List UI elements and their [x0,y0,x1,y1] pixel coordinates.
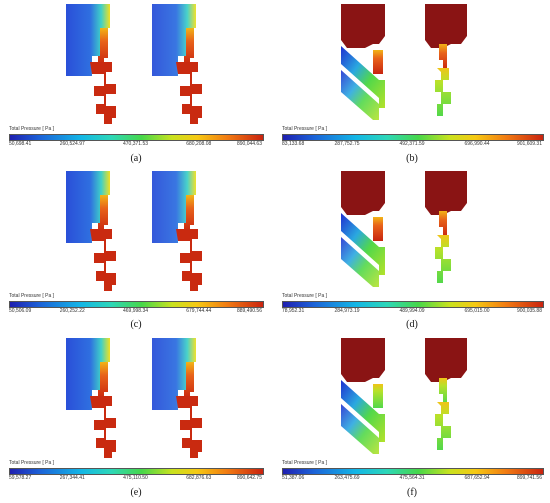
pressure-contour-b [341,4,467,120]
colorbar-ticks: 50,698.41 260,524.97 470,371.53 680,208.… [9,141,262,147]
colorbar [282,134,544,141]
tick-label: 680,208.08 [186,141,212,147]
colorbar-ticks: 51,387.06 263,475.69 475,564.31 687,652.… [282,475,542,481]
pressure-contour-f [341,338,467,454]
legend-title: Total Pressure [ Pa ] [282,126,328,132]
tick-label: 267,344.41 [59,475,85,481]
panel-f: Total Pressure [ Pa ] 51,387.06 263,475.… [275,334,550,501]
tick-label: 492,371.59 [399,141,425,147]
legend-title: Total Pressure [ Pa ] [9,293,55,299]
tick-label: 50,698.41 [9,141,32,147]
tick-label: 890,642.75 [236,475,262,481]
panel-c: Total Pressure [ Pa ] 50,506.09 260,252.… [0,167,275,334]
tick-label: 682,876.63 [186,475,212,481]
tick-label: 287,752.75 [334,141,360,147]
colorbar-ticks: 59,578.27 267,344.41 475,110.50 682,876.… [9,475,262,481]
colorbar [9,134,264,141]
colorbar-ticks: 50,506.09 260,252.22 469,998.34 679,744.… [9,308,262,314]
tick-label: 83,133.68 [282,141,305,147]
tick-label: 78,952.31 [282,308,305,314]
pressure-contour-c [66,171,202,291]
pressure-contour-e [66,338,202,458]
panel-b: Total Pressure [ Pa ] 83,133.68 287,752.… [275,0,550,167]
tick-label: 469,998.34 [122,308,149,314]
tick-label: 470,371.53 [122,141,149,147]
legend-title: Total Pressure [ Pa ] [282,293,328,299]
panel-caption: (b) [406,153,418,164]
tick-label: 51,387.06 [282,475,305,481]
colorbar [282,468,544,475]
tick-label: 475,110.50 [123,475,148,481]
tick-label: 260,252.22 [59,308,85,314]
tick-label: 489,994.09 [399,308,425,314]
panel-d: Total Pressure [ Pa ] 78,952.31 284,973.… [275,167,550,334]
colorbar [9,468,264,475]
tick-label: 284,973.19 [334,308,360,314]
panel-caption: (d) [406,319,418,330]
tick-label: 899,741.56 [516,475,542,481]
panel-caption: (a) [130,153,142,164]
pressure-contour-a [66,4,202,124]
tick-label: 687,652.94 [464,475,490,481]
legend-title: Total Pressure [ Pa ] [282,460,328,466]
panel-caption: (f) [407,487,417,498]
colorbar-ticks: 83,133.68 287,752.75 492,371.59 696,990.… [282,141,542,147]
legend-title: Total Pressure [ Pa ] [9,460,55,466]
tick-label: 59,578.27 [9,475,32,481]
panel-a: Total Pressure [ Pa ] 50,698.41 260,524.… [0,0,275,167]
tick-label: 900,035.88 [516,308,542,314]
tick-label: 901,609.31 [516,141,542,147]
tick-label: 889,490.56 [236,308,262,314]
panel-caption: (e) [130,487,142,498]
colorbar [9,301,264,308]
colorbar [282,301,544,308]
colorbar-ticks: 78,952.31 284,973.19 489,994.09 695,015.… [282,308,542,314]
tick-label: 695,015.00 [464,308,490,314]
tick-label: 890,044.63 [236,141,262,147]
panel-e: Total Pressure [ Pa ] 59,578.27 267,344.… [0,334,275,501]
legend-title: Total Pressure [ Pa ] [9,126,55,132]
panel-caption: (c) [130,319,142,330]
tick-label: 50,506.09 [9,308,32,314]
tick-label: 696,990.44 [464,141,490,147]
tick-label: 260,524.97 [59,141,85,147]
tick-label: 475,564.31 [399,475,425,481]
tick-label: 263,475.69 [334,475,360,481]
pressure-contour-d [341,171,467,287]
tick-label: 679,744.44 [186,308,212,314]
